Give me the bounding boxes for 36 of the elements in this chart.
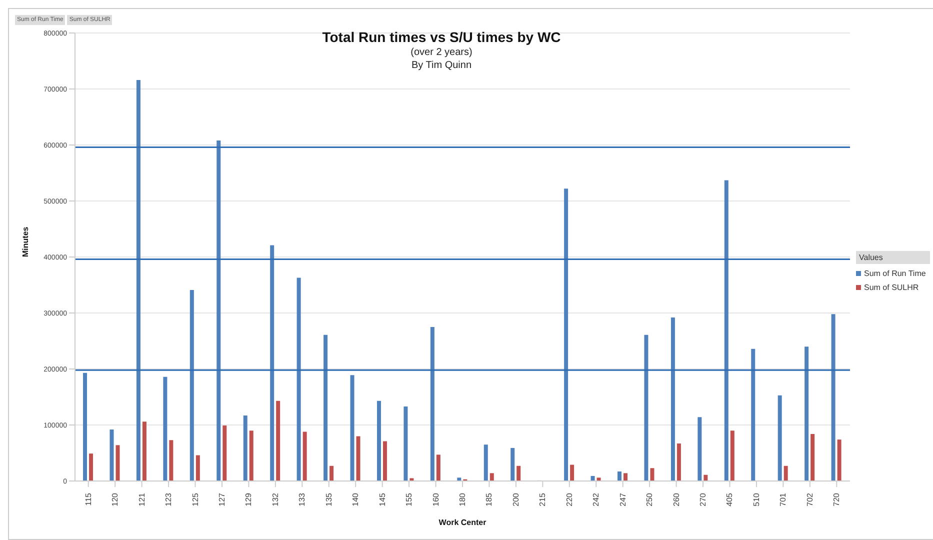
x-tick-label: 132	[270, 492, 280, 506]
x-tick-label: 405	[725, 492, 734, 506]
x-tick-label: 145	[378, 492, 387, 506]
x-tick-label: 135	[324, 492, 334, 506]
x-tick-label: 720	[832, 492, 842, 506]
x-tick-label: 185	[484, 492, 494, 506]
legend-title: Values	[856, 251, 930, 264]
x-axis-title: Work Center	[438, 518, 486, 527]
x-tick-label: 270	[698, 492, 708, 506]
x-tick-label: 200	[511, 492, 520, 506]
legend-label: Sum of Run Time	[864, 269, 926, 278]
x-tick-label: 121	[137, 492, 146, 506]
x-tick-label: 120	[110, 492, 120, 506]
x-tick-label: 160	[431, 492, 440, 506]
x-tick-label: 115	[84, 492, 93, 506]
x-tick-label: 250	[645, 492, 654, 506]
x-tick-label: 510	[752, 492, 761, 506]
x-tick-label: 123	[164, 492, 174, 506]
chart-title: Total Run times vs S/U times by WC	[322, 29, 561, 45]
x-tick-label: 127	[217, 492, 226, 506]
y-axis-title: Minutes	[20, 226, 30, 257]
text: (over 2 years) By Tim Quinn	[410, 47, 474, 71]
x-tick-label: 125	[190, 492, 200, 506]
x-tick-label: 701	[778, 492, 788, 506]
x-tick-label: 140	[351, 492, 360, 506]
x-tick-label: 702	[805, 492, 814, 506]
x-tick-label: 133	[298, 492, 307, 506]
x-tick-label: 129	[244, 492, 254, 506]
x-tick-label: 220	[564, 492, 574, 506]
x-tick-label: 260	[672, 492, 681, 506]
legend-label: Sum of SULHR	[864, 283, 919, 292]
x-tick-label: 215	[538, 492, 548, 506]
x-tick-label: 180	[458, 492, 467, 506]
x-tick-label: 155	[404, 492, 414, 506]
x-tick-label: 247	[618, 492, 628, 506]
x-tick-label: 242	[592, 492, 601, 506]
